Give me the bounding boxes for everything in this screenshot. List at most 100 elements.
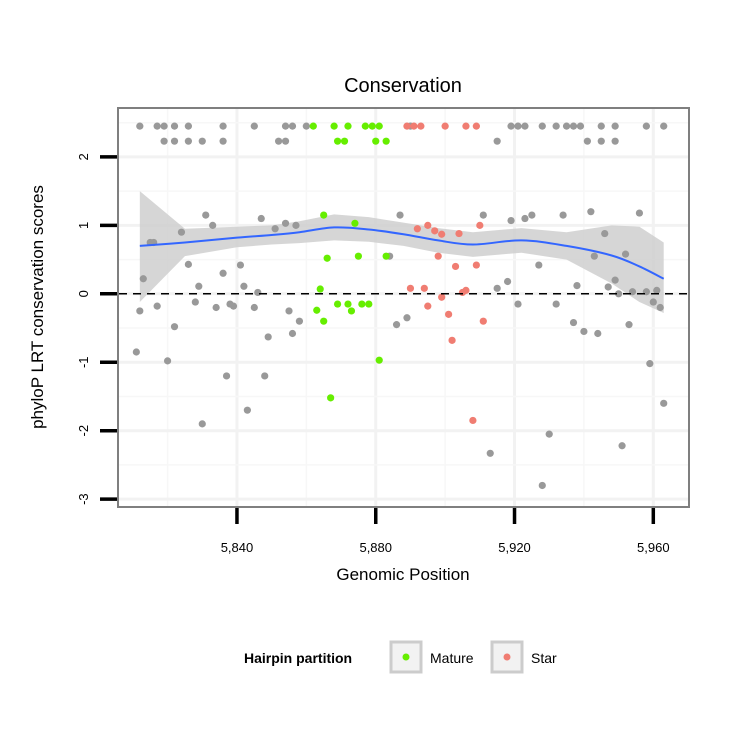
point-star bbox=[462, 122, 470, 130]
x-tick-label: 5,920 bbox=[498, 540, 531, 555]
confidence-ribbon bbox=[139, 191, 664, 313]
point-other bbox=[222, 372, 231, 380]
point-other bbox=[153, 302, 161, 310]
legend-dot-mature bbox=[402, 653, 410, 661]
point-other bbox=[392, 321, 401, 329]
point-other bbox=[493, 137, 501, 145]
x-axis: 5,840 5,880 5,920 5,960 bbox=[221, 508, 670, 555]
point-other bbox=[604, 283, 612, 291]
point-other bbox=[202, 211, 210, 219]
point-star bbox=[434, 252, 442, 260]
point-other bbox=[507, 122, 515, 130]
point-other bbox=[545, 430, 553, 438]
point-other bbox=[583, 137, 591, 145]
x-tick-label: 5,960 bbox=[637, 540, 670, 555]
point-other bbox=[170, 323, 179, 331]
point-other bbox=[486, 449, 494, 457]
point-other bbox=[257, 214, 265, 223]
point-other bbox=[254, 288, 262, 297]
point-other bbox=[538, 122, 546, 130]
point-other bbox=[615, 290, 623, 298]
point-other bbox=[601, 229, 609, 238]
point-other bbox=[136, 122, 144, 130]
point-mature bbox=[320, 317, 328, 325]
y-tick-label: 1 bbox=[76, 222, 91, 229]
point-other bbox=[653, 286, 661, 294]
point-other bbox=[611, 122, 619, 130]
point-star bbox=[472, 122, 480, 130]
point-other bbox=[538, 481, 546, 490]
chart-title: Conservation bbox=[344, 75, 462, 97]
point-other bbox=[288, 329, 297, 338]
data-points bbox=[132, 122, 668, 490]
point-other bbox=[535, 261, 543, 269]
point-other bbox=[521, 214, 529, 223]
y-tick-label: -3 bbox=[76, 493, 91, 505]
point-other bbox=[649, 298, 657, 306]
point-star bbox=[455, 229, 463, 238]
point-other bbox=[590, 252, 598, 260]
x-tick-label: 5,880 bbox=[359, 540, 392, 555]
point-other bbox=[177, 228, 186, 236]
point-other bbox=[184, 260, 192, 268]
point-other bbox=[274, 137, 283, 145]
x-axis-title: Genomic Position bbox=[336, 565, 469, 584]
point-other bbox=[184, 122, 192, 130]
point-other bbox=[559, 211, 567, 219]
point-other bbox=[594, 329, 602, 338]
point-other bbox=[153, 122, 161, 130]
point-mature bbox=[347, 307, 356, 315]
point-star bbox=[413, 225, 421, 233]
point-other bbox=[625, 321, 633, 329]
point-star bbox=[424, 302, 432, 310]
confidence-band bbox=[139, 191, 664, 313]
point-other bbox=[576, 122, 585, 130]
point-star bbox=[410, 122, 418, 130]
point-other bbox=[587, 208, 595, 216]
point-mature bbox=[340, 137, 349, 145]
point-other bbox=[132, 348, 140, 356]
point-mature bbox=[365, 300, 373, 308]
point-other bbox=[597, 122, 605, 130]
point-other bbox=[503, 277, 512, 286]
point-other bbox=[198, 420, 206, 428]
point-other bbox=[163, 357, 172, 365]
point-other bbox=[597, 137, 605, 145]
point-other bbox=[621, 250, 630, 258]
point-other bbox=[285, 307, 293, 315]
point-other bbox=[646, 360, 654, 368]
point-other bbox=[521, 122, 529, 130]
y-axis: -3 -2 -1 0 1 2 bbox=[76, 153, 117, 505]
point-other bbox=[139, 275, 147, 283]
point-mature bbox=[382, 252, 390, 260]
point-other bbox=[580, 327, 588, 336]
point-star bbox=[406, 284, 415, 292]
point-other bbox=[219, 122, 227, 130]
point-other bbox=[250, 122, 258, 130]
point-other bbox=[552, 300, 560, 308]
point-mature bbox=[372, 137, 380, 145]
point-star bbox=[424, 221, 432, 229]
legend-entry-star: Star bbox=[490, 640, 557, 674]
point-other bbox=[170, 137, 179, 145]
point-star bbox=[472, 261, 480, 269]
point-other bbox=[302, 122, 310, 130]
point-other bbox=[396, 211, 404, 219]
point-other bbox=[403, 314, 411, 322]
point-other bbox=[642, 122, 650, 130]
point-star bbox=[438, 230, 446, 238]
legend-label-star: Star bbox=[531, 650, 557, 666]
legend: Hairpin partition Mature Star bbox=[244, 640, 557, 674]
point-other bbox=[191, 298, 199, 306]
point-star bbox=[469, 416, 477, 425]
point-star bbox=[448, 336, 456, 344]
point-other bbox=[281, 219, 290, 227]
point-other bbox=[569, 122, 578, 130]
point-other bbox=[184, 137, 192, 145]
point-star bbox=[420, 284, 428, 292]
point-mature bbox=[361, 122, 369, 130]
legend-label-mature: Mature bbox=[430, 650, 474, 666]
y-tick-label: 0 bbox=[76, 290, 91, 297]
point-other bbox=[660, 122, 668, 130]
